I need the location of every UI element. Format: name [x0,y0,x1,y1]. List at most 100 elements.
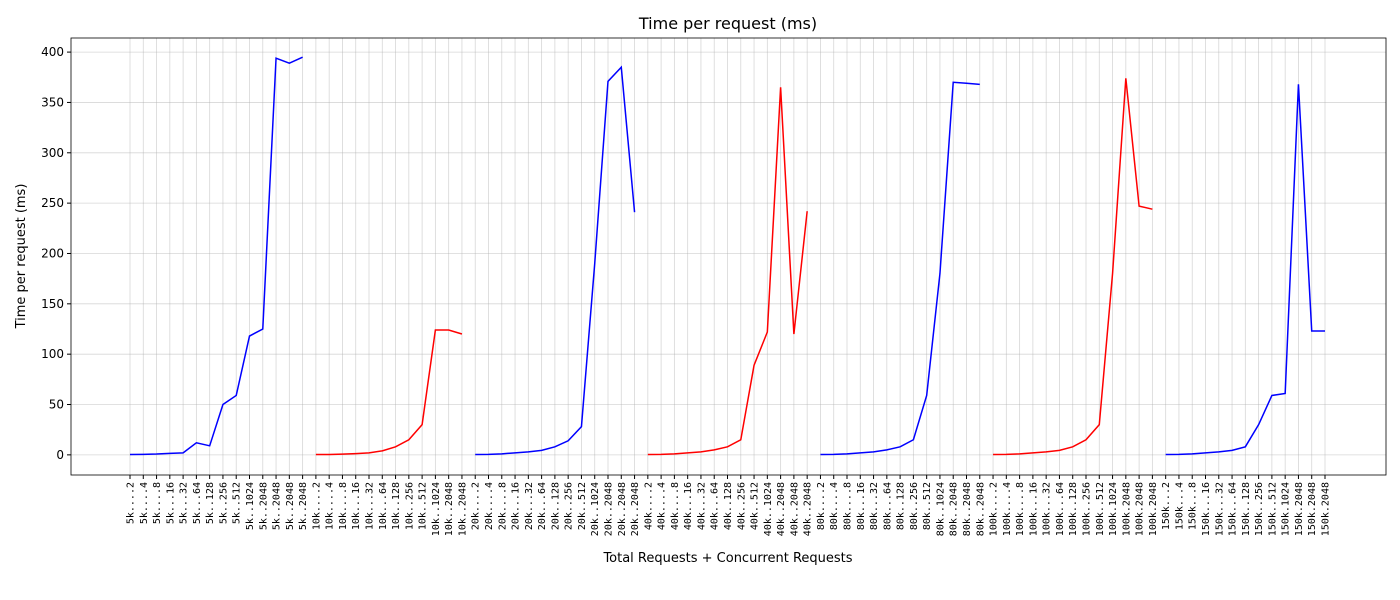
x-tick-label: 40k...16 [683,482,694,530]
x-tick-label: 150k...2 [1161,482,1172,530]
x-tick-label: 5k..128 [205,482,216,524]
x-tick-label: 20k..1024 [590,482,601,536]
x-tick-label: 150k..128 [1241,482,1252,536]
x-tick-label: 150k.2048 [1294,482,1305,536]
x-tick-label: 150k...32 [1214,482,1225,536]
x-tick-label: 80k....2 [816,482,827,530]
x-tick-label: 150k..256 [1254,482,1265,536]
x-tick-label: 100k....8 [1015,482,1026,536]
x-tick-label: 20k....8 [497,482,508,530]
y-tick-label: 0 [56,448,64,462]
y-axis-label: Time per request (ms) [14,184,29,330]
x-tick-label: 20k....2 [471,482,482,530]
x-tick-label: 40k....2 [643,482,654,530]
x-tick-label: 20k..2048 [617,482,628,536]
x-tick-label: 10k....2 [311,482,322,530]
x-tick-label: 10k....8 [338,482,349,530]
x-tick-label: 5k....2 [126,482,137,524]
x-tick-label: 20k..256 [564,482,575,530]
x-tick-label: 5k...32 [179,482,190,524]
x-tick-label: 20k..128 [550,482,561,530]
x-tick-label: 100k..256 [1082,482,1093,536]
x-tick-label: 20k...32 [524,482,535,530]
x-tick-label: 80k..256 [909,482,920,530]
x-tick-label: 20k..2048 [604,482,615,536]
x-tick-label: 40k....8 [670,482,681,530]
x-tick-label: 20k..2048 [630,482,641,536]
x-tick-label: 40k...64 [710,482,721,530]
x-tick-label: 40k..2048 [776,482,787,536]
x-tick-label: 5k..256 [218,482,229,524]
x-tick-label: 10k..512 [418,482,429,530]
x-tick-label: 100k..512 [1095,482,1106,536]
x-tick-label: 80k...16 [856,482,867,530]
x-tick-label: 5k...64 [192,482,203,524]
x-tick-label: 10k..1024 [431,482,442,536]
data-line [647,87,808,456]
x-tick-label: 5k..2048 [272,482,283,530]
x-tick-label: 5k....4 [139,482,150,524]
chart-title: Time per request (ms) [638,14,817,33]
x-tick-label: 150k...4 [1174,482,1185,530]
data-line [1165,84,1325,456]
y-tick-label: 300 [41,146,64,160]
x-tick-label: 10k..128 [391,482,402,530]
x-tick-label: 100k.2048 [1121,482,1132,536]
x-tick-label: 5k....8 [152,482,163,524]
x-tick-label: 10k..2048 [444,482,455,536]
x-tick-label: 100k....2 [989,482,1000,536]
x-axis-label: Total Requests + Concurrent Requests [602,551,852,566]
x-tick-label: 40k..512 [750,482,761,530]
y-tick-label: 200 [41,246,64,260]
y-tick-label: 100 [41,347,64,361]
x-tick-label: 100k.1024 [1108,482,1119,536]
x-tick-label: 5k..2048 [258,482,269,530]
x-tick-label: 10k..2048 [457,482,468,536]
y-tick-label: 150 [41,297,64,311]
x-tick-label: 20k...16 [511,482,522,530]
x-tick-label: 5k..512 [232,482,243,524]
x-tick-label: 80k..2048 [949,482,960,536]
x-tick-label: 5k...16 [165,482,176,524]
x-tick-label: 40k..2048 [789,482,800,536]
x-tick-label: 40k..256 [736,482,747,530]
x-tick-label: 5k..2048 [285,482,296,530]
x-tick-label: 100k.2048 [1148,482,1159,536]
x-tick-label: 10k...32 [365,482,376,530]
x-tick-label: 100k..128 [1068,482,1079,536]
x-tick-label: 100k...16 [1028,482,1039,536]
x-tick-label: 80k..512 [922,482,933,530]
x-tick-label: 150k.2048 [1321,482,1332,536]
x-tick-label: 20k..512 [577,482,588,530]
x-tick-label: 80k...32 [869,482,880,530]
x-tick-label: 100k...64 [1055,482,1066,536]
x-tick-label: 80k..2048 [962,482,973,536]
data-line [129,56,303,456]
x-tick-label: 100k.2048 [1135,482,1146,536]
x-tick-label: 5k..1024 [245,482,256,530]
x-tick-label: 10k...16 [351,482,362,530]
x-tick-label: 150k.1024 [1281,482,1292,536]
x-tick-label: 40k..2048 [803,482,814,536]
data-line [993,78,1153,456]
x-tick-label: 150k.2048 [1307,482,1318,536]
x-tick-label: 10k....4 [325,482,336,530]
x-tick-label: 40k..1024 [763,482,774,536]
x-tick-label: 100k...32 [1042,482,1053,536]
x-tick-label: 80k..2048 [975,482,986,536]
x-tick-label: 150k...16 [1201,482,1212,536]
x-tick-label: 40k....4 [657,482,668,530]
x-tick-label: 150k...8 [1188,482,1199,530]
x-tick-label: 10k..256 [404,482,415,530]
x-tick-label: 10k...64 [378,482,389,530]
data-line [315,329,463,456]
y-tick-label: 350 [41,95,64,109]
data-line [475,65,636,456]
x-tick-label: 5k..2048 [298,482,309,530]
x-tick-label: 80k....8 [843,482,854,530]
data-line [820,81,980,456]
x-tick-label: 150k...64 [1228,482,1239,536]
x-tick-label: 150k..512 [1267,482,1278,536]
plot-frame [70,37,1387,476]
